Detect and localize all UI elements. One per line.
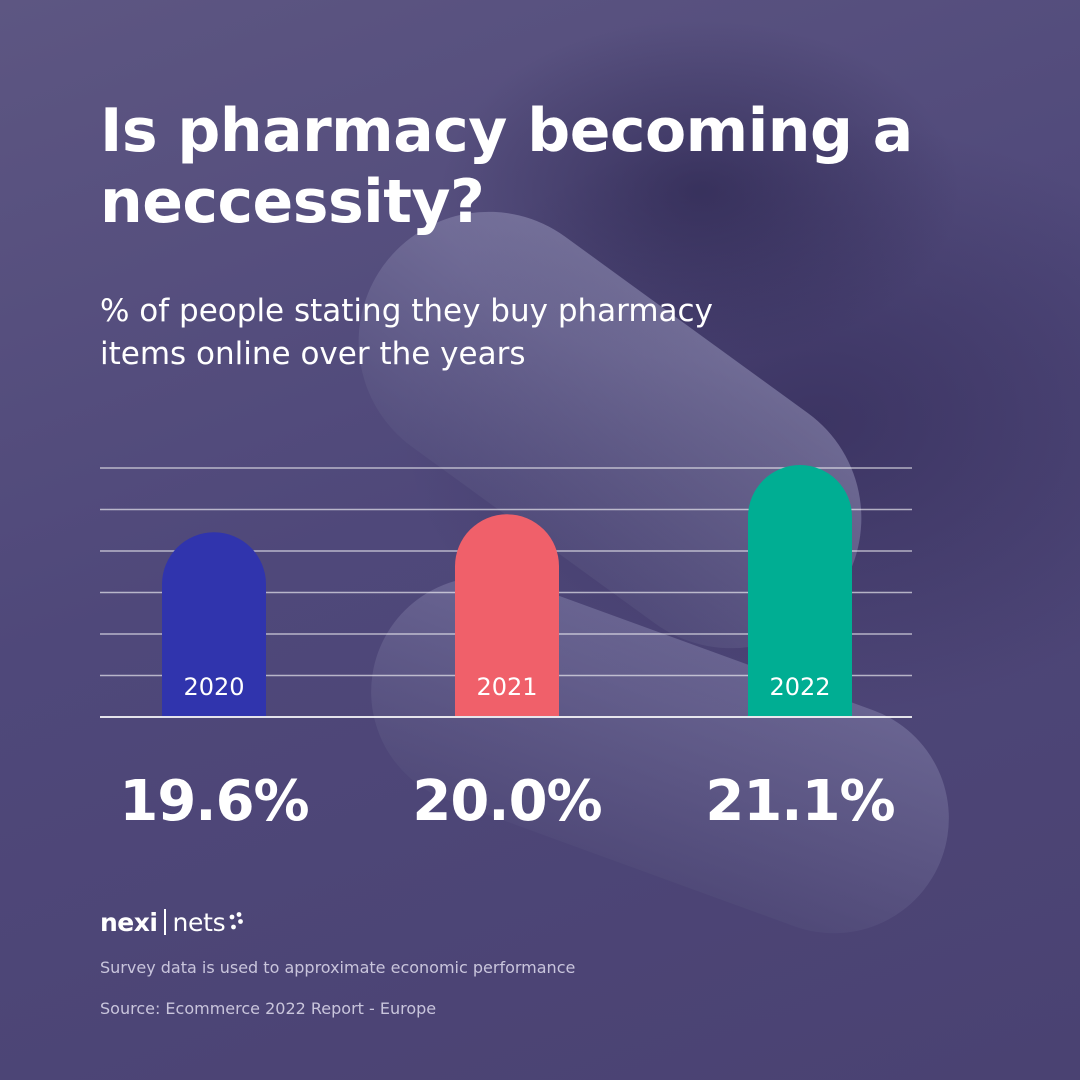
page-title: Is pharmacy becoming a neccessity? xyxy=(100,96,913,237)
bar-value-label: 19.6% xyxy=(119,769,308,834)
logo-divider xyxy=(164,909,167,935)
logo-nexi-text: nexi xyxy=(100,907,158,937)
chart-labels: 2020 19.6% 2021 20.0% 2022 21.1% xyxy=(119,673,895,834)
bar-category-label: 2020 xyxy=(183,673,244,701)
disclaimer-note: Survey data is used to approximate econo… xyxy=(100,958,576,977)
chart-bars xyxy=(162,465,852,716)
source-note: Source: Ecommerce 2022 Report - Europe xyxy=(100,999,437,1018)
chart-bar-2022 xyxy=(748,465,852,716)
bar-category-label: 2022 xyxy=(769,673,830,701)
bar-value-label: 21.1% xyxy=(705,769,894,834)
logo-nets-text: nets xyxy=(172,907,226,937)
brand-logo: nexi nets xyxy=(100,902,244,942)
chart-subtitle: % of people stating they buy pharmacy it… xyxy=(100,290,860,376)
logo-dots-icon xyxy=(229,912,244,930)
bar-category-label: 2021 xyxy=(476,673,537,701)
subtitle-line: items online over the years xyxy=(100,335,526,372)
subtitle-line: % of people stating they buy pharmacy xyxy=(100,293,713,329)
chart-bar-2020 xyxy=(162,532,266,716)
chart-bar-2021 xyxy=(455,514,559,716)
bar-value-label: 20.0% xyxy=(412,769,601,834)
